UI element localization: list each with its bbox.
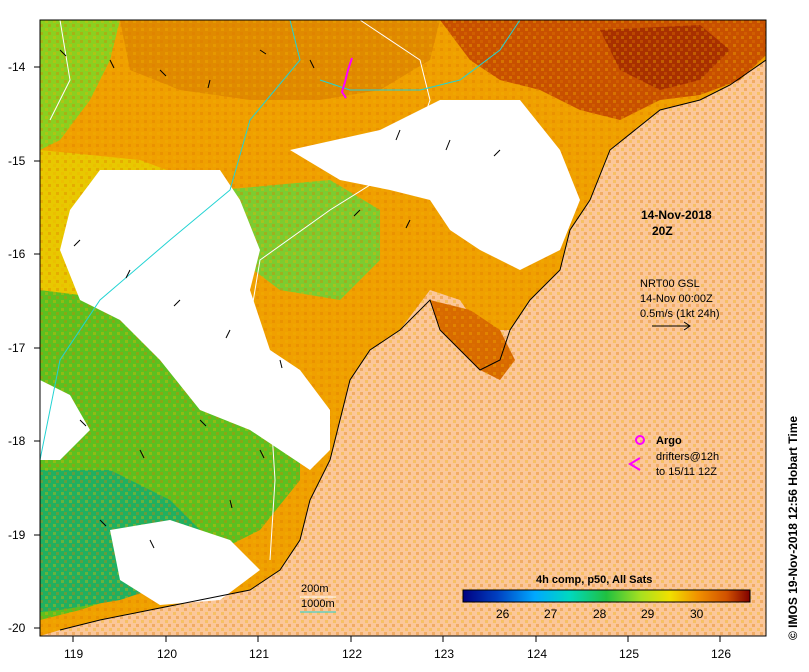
- colorbar-tick-label: 28: [593, 607, 607, 621]
- current-scale-label: 0.5m/s (1kt 24h): [640, 308, 719, 320]
- plot-area: [40, 20, 766, 636]
- coastline: [59, 59, 766, 631]
- isobath-1000m: [40, 20, 521, 461]
- lat-tick-label: -17: [8, 341, 26, 355]
- current-vectors: [59, 49, 501, 549]
- cloud-mask-south: [110, 520, 260, 605]
- lon-tick-label: 122: [342, 647, 362, 661]
- lat-axis: -14 -15 -16 -17 -18 -19 -20: [8, 60, 40, 635]
- cloud-mask-large: [60, 170, 330, 470]
- isobath-1000-label: 1000m: [301, 598, 335, 610]
- drifters-label-line2: to 15/11 12Z: [656, 466, 717, 478]
- cloud-mask-east: [290, 100, 580, 270]
- argo-marker-icon: [635, 435, 645, 445]
- lon-tick-label: 124: [527, 647, 547, 661]
- current-source-label: NRT00 GSL: [640, 278, 700, 290]
- colorbar-tick-label: 27: [544, 607, 558, 621]
- isobath-200m: [49, 20, 431, 561]
- isobath-200-label: 200m: [301, 583, 329, 595]
- colorbar-tick-label: 29: [641, 607, 655, 621]
- drifter-track: [340, 57, 353, 99]
- colorbar-tick-label: 26: [496, 607, 510, 621]
- current-scale-arrow: [652, 321, 691, 331]
- credit-text: © IMOS 19-Nov-2018 12:56 Hobart Time: [786, 416, 800, 640]
- lon-tick-label: 126: [711, 647, 731, 661]
- lon-tick-label: 120: [157, 647, 177, 661]
- lon-tick-label: 119: [64, 647, 83, 661]
- timestamp-hour: 20Z: [652, 224, 673, 238]
- lat-tick-label: -18: [8, 434, 26, 448]
- colorbar: [462, 589, 751, 603]
- current-time-label: 14-Nov 00:00Z: [640, 293, 713, 305]
- colorbar-title: 4h comp, p50, All Sats: [536, 574, 652, 586]
- lat-tick-label: -15: [8, 154, 26, 168]
- lat-tick-label: -14: [8, 60, 26, 74]
- lat-tick-label: -20: [8, 621, 26, 635]
- plot-border: [39, 19, 767, 637]
- lon-tick-label: 125: [619, 647, 639, 661]
- lat-tick-label: -19: [8, 528, 26, 542]
- lat-tick-label: -16: [8, 247, 26, 261]
- drifters-label-line1: drifters@12h: [656, 451, 719, 463]
- lon-tick-label: 121: [249, 647, 269, 661]
- timestamp-date: 14-Nov-2018: [641, 208, 712, 222]
- colorbar-tick-label: 30: [690, 607, 704, 621]
- lon-tick-label: 123: [434, 647, 454, 661]
- lon-axis: 119 120 121 122 123 124 125 126: [64, 636, 731, 661]
- argo-label: Argo: [656, 435, 682, 447]
- drifter-marker-icon: [628, 457, 641, 471]
